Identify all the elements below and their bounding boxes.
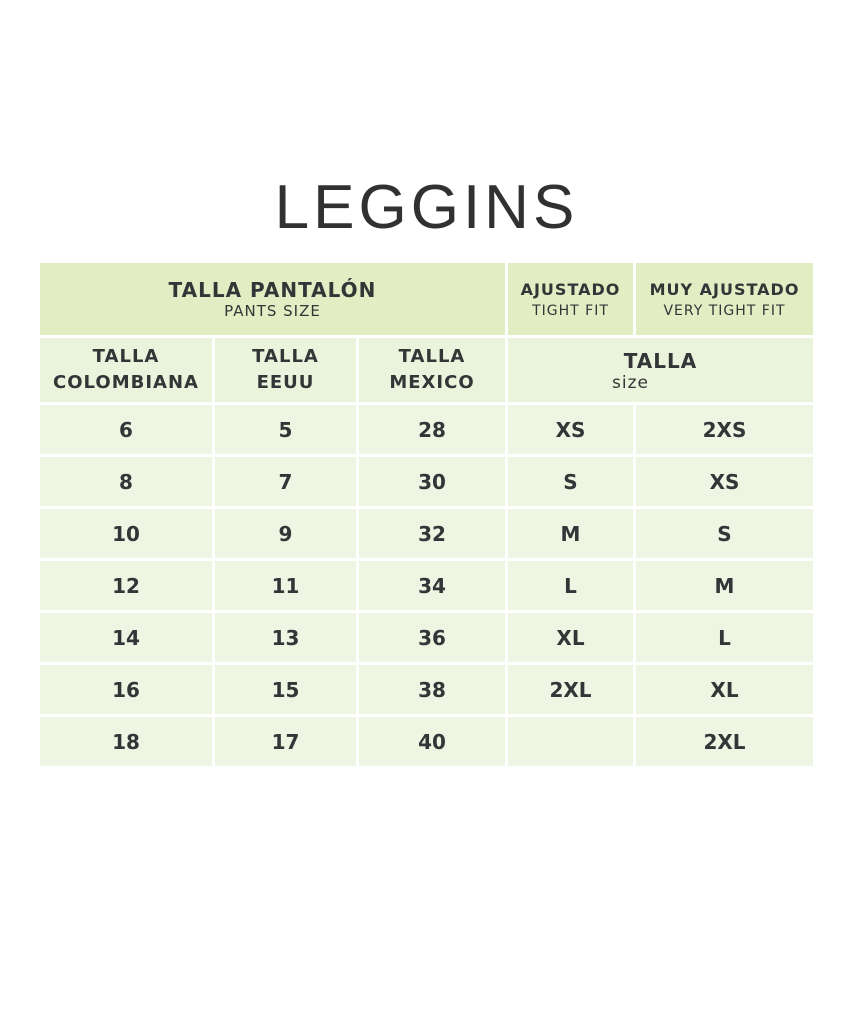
page-title: LEGGINS	[274, 173, 579, 242]
size-table: TALLA PANTALÓN PANTS SIZE AJUSTADO TIGHT…	[40, 263, 813, 766]
column-header-line: size	[612, 373, 649, 393]
table-cell: XL	[636, 665, 813, 714]
column-header-line: TALLA	[92, 346, 160, 367]
table-cell: 6	[40, 405, 212, 454]
table-cell: M	[636, 561, 813, 610]
table-cell: 15	[215, 665, 356, 714]
table-cell: 7	[215, 457, 356, 506]
table-cell: 40	[359, 717, 505, 766]
column-header-line: MEXICO	[389, 372, 475, 393]
column-header-size: TALLA size	[508, 338, 813, 402]
table-cell: 34	[359, 561, 505, 610]
table-cell: XS	[636, 457, 813, 506]
column-header-line: TALLA	[623, 349, 698, 373]
header-pants-size: TALLA PANTALÓN PANTS SIZE	[40, 263, 505, 335]
table-cell: 2XL	[636, 717, 813, 766]
column-header-eeuu: TALLA EEUU	[215, 338, 356, 402]
header-sub: TIGHT FIT	[532, 302, 609, 319]
header-label: MUY AJUSTADO	[649, 279, 800, 299]
table-cell: S	[636, 509, 813, 558]
column-header-line: EEUU	[256, 372, 315, 393]
table-cell: 14	[40, 613, 212, 662]
header-tight-fit: AJUSTADO TIGHT FIT	[508, 263, 633, 335]
column-header-mexico: TALLA MEXICO	[359, 338, 505, 402]
table-cell: 36	[359, 613, 505, 662]
table-cell: 8	[40, 457, 212, 506]
table-cell: 17	[215, 717, 356, 766]
table-cell: 12	[40, 561, 212, 610]
table-cell: 10	[40, 509, 212, 558]
table-cell: 32	[359, 509, 505, 558]
column-header-line: TALLA	[398, 346, 466, 367]
header-very-tight-fit: MUY AJUSTADO VERY TIGHT FIT	[636, 263, 813, 335]
header-sub: PANTS SIZE	[224, 302, 321, 320]
table-cell: 28	[359, 405, 505, 454]
header-label: AJUSTADO	[520, 279, 621, 299]
column-header-colombiana: TALLA COLOMBIANA	[40, 338, 212, 402]
table-cell: M	[508, 509, 633, 558]
table-cell: XS	[508, 405, 633, 454]
table-cell: 18	[40, 717, 212, 766]
table-cell: XL	[508, 613, 633, 662]
table-cell: 30	[359, 457, 505, 506]
header-label: TALLA PANTALÓN	[168, 278, 377, 302]
table-cell: 16	[40, 665, 212, 714]
table-cell: 13	[215, 613, 356, 662]
column-header-line: COLOMBIANA	[53, 372, 199, 393]
table-cell: 11	[215, 561, 356, 610]
table-cell: 9	[215, 509, 356, 558]
table-cell: 5	[215, 405, 356, 454]
header-sub: VERY TIGHT FIT	[663, 302, 786, 319]
table-cell: 38	[359, 665, 505, 714]
column-header-line: TALLA	[252, 346, 319, 367]
table-cell: 2XL	[508, 665, 633, 714]
table-cell: 2XS	[636, 405, 813, 454]
table-cell: L	[636, 613, 813, 662]
table-cell	[508, 717, 633, 766]
table-cell: S	[508, 457, 633, 506]
table-cell: L	[508, 561, 633, 610]
